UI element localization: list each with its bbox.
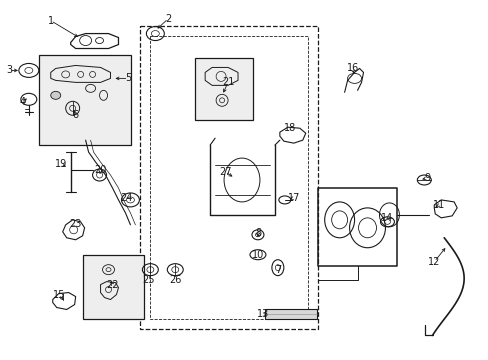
Text: 6: 6 — [72, 110, 79, 120]
Text: 23: 23 — [69, 219, 81, 229]
Text: 5: 5 — [125, 73, 131, 84]
Text: 18: 18 — [283, 123, 295, 133]
Text: 11: 11 — [432, 200, 445, 210]
Text: 15: 15 — [52, 289, 65, 300]
Bar — [264, 310, 316, 319]
Text: 14: 14 — [381, 213, 393, 223]
Bar — [317, 188, 397, 266]
Text: 9: 9 — [424, 173, 429, 183]
Text: 7: 7 — [274, 265, 281, 275]
Text: 4: 4 — [20, 97, 26, 107]
Text: 27: 27 — [218, 167, 231, 177]
Bar — [39, 55, 131, 145]
Text: 24: 24 — [120, 193, 132, 203]
Text: 10: 10 — [251, 250, 264, 260]
Text: 21: 21 — [222, 77, 234, 87]
Bar — [150, 36, 307, 319]
Text: 1: 1 — [48, 15, 54, 26]
Ellipse shape — [51, 91, 61, 99]
Bar — [82, 255, 144, 319]
Text: 3: 3 — [6, 66, 12, 76]
Bar — [195, 58, 252, 120]
Text: 12: 12 — [427, 257, 440, 267]
Text: 26: 26 — [169, 275, 181, 285]
Text: 17: 17 — [287, 193, 299, 203]
Text: 13: 13 — [256, 310, 268, 319]
Text: 22: 22 — [106, 280, 119, 289]
Text: 25: 25 — [142, 275, 154, 285]
Text: 20: 20 — [94, 165, 106, 175]
Text: 8: 8 — [254, 228, 261, 238]
Bar — [140, 26, 317, 329]
Text: 2: 2 — [165, 14, 171, 24]
Text: 16: 16 — [346, 63, 358, 73]
Text: 19: 19 — [55, 159, 67, 169]
